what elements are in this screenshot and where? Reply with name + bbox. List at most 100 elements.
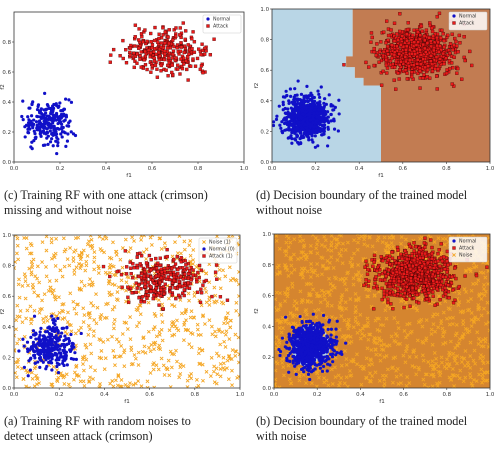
x-tick-label: 0.8 <box>442 166 451 172</box>
noise-point <box>300 270 304 274</box>
noise-point <box>359 382 364 387</box>
noise-1-point <box>88 342 93 347</box>
attack-point <box>419 62 423 66</box>
normal-point <box>323 97 327 101</box>
noise-point <box>298 239 302 244</box>
attack-1-point <box>177 279 181 284</box>
noise-point <box>339 314 344 319</box>
attack-point <box>212 37 216 41</box>
noise-1-point <box>130 235 135 240</box>
attack-point <box>133 54 138 58</box>
noise-1-point <box>46 289 51 293</box>
normal-0-point <box>35 349 39 353</box>
noise-point <box>375 238 380 243</box>
normal-0-point <box>59 344 63 348</box>
noise-point <box>482 293 487 298</box>
noise-point <box>297 378 302 383</box>
attack-point <box>392 39 397 43</box>
noise-1-point <box>213 329 217 334</box>
noise-point <box>321 264 325 269</box>
noise-1-point <box>215 372 220 377</box>
legend-box <box>202 14 242 34</box>
attack-1-point <box>189 266 193 270</box>
normal-point <box>62 119 66 123</box>
noise-point <box>426 385 431 388</box>
normal-point <box>52 126 56 130</box>
normal-point <box>42 119 46 123</box>
normal-point <box>286 107 290 111</box>
attack-point <box>405 38 409 43</box>
normal-point <box>312 108 317 112</box>
noise-1-point <box>99 248 104 253</box>
noise-point <box>318 294 323 298</box>
noise-point <box>391 356 396 361</box>
attack-point <box>143 28 147 32</box>
attack-point <box>416 71 420 76</box>
normal-point <box>54 132 59 136</box>
attack-point <box>124 48 128 52</box>
noise-point <box>479 367 484 372</box>
noise-point <box>289 381 294 386</box>
attack-point <box>172 44 176 49</box>
noise-point <box>379 343 384 348</box>
noise-1-point <box>124 288 128 293</box>
noise-point <box>291 252 296 257</box>
noise-1-point <box>172 332 177 337</box>
normal-point <box>301 104 305 108</box>
noise-1-point <box>119 344 124 348</box>
noise-1-point <box>66 382 71 387</box>
noise-point <box>339 363 344 368</box>
attack-point <box>137 46 141 50</box>
attack-point <box>367 65 371 69</box>
noise-1-point <box>71 299 76 304</box>
noise-point <box>331 283 335 288</box>
normal-0-point <box>56 348 60 352</box>
noise-point <box>298 289 303 294</box>
x-tick-label: 0.0 <box>10 392 19 398</box>
attack-point <box>152 59 157 63</box>
noise-1-point <box>203 322 207 326</box>
noise-point <box>484 321 488 326</box>
noise-point <box>414 372 419 377</box>
attack-point <box>470 63 474 68</box>
noise-point <box>348 334 353 339</box>
noise-point <box>474 264 479 269</box>
noise-point <box>301 250 306 255</box>
attack-1-point <box>145 296 149 300</box>
noise-point <box>359 234 364 239</box>
normal-0-point <box>54 358 58 362</box>
attack-point <box>152 38 157 43</box>
normal-0-point <box>41 348 46 352</box>
noise-1-point <box>178 298 183 302</box>
normal-point <box>44 111 48 115</box>
normal-point <box>26 131 31 135</box>
attack-point <box>392 21 397 25</box>
normal-point <box>314 121 318 125</box>
noise-1-point <box>104 302 108 307</box>
normal-0-point <box>31 329 36 333</box>
noise-point <box>335 258 340 262</box>
noise-1-point <box>91 303 96 308</box>
noise-point <box>384 354 389 358</box>
noise-point <box>485 360 490 365</box>
attack-point <box>159 41 164 45</box>
noise-1-point <box>31 257 36 262</box>
noise-point <box>354 308 358 313</box>
attack-point <box>436 67 440 71</box>
noise-point <box>339 247 344 252</box>
attack-point <box>427 36 431 40</box>
noise-point <box>292 237 297 242</box>
noise-point <box>390 365 395 370</box>
x-tick-label: 0.0 <box>268 166 277 172</box>
noise-point <box>442 364 447 369</box>
noise-point <box>316 375 321 380</box>
noise-point <box>465 360 470 365</box>
normal-point <box>36 104 40 109</box>
noise-point <box>309 300 314 304</box>
attack-point <box>425 68 430 72</box>
noise-point <box>482 283 486 287</box>
normal-point <box>316 104 320 108</box>
noise-1-point <box>128 381 132 386</box>
noise-1-point <box>117 339 121 344</box>
noise-point <box>358 312 363 317</box>
